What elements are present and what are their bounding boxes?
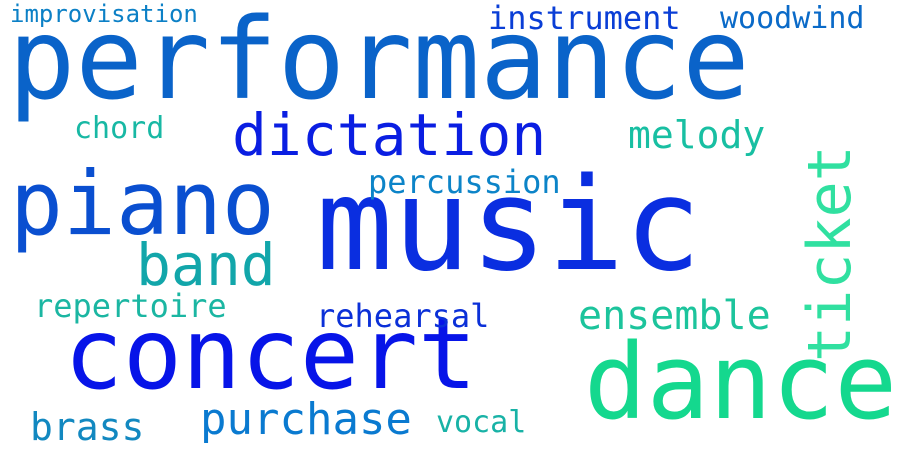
word-woodwind: woodwind bbox=[720, 1, 865, 36]
word-ticket: ticket bbox=[795, 145, 865, 362]
word-dance: dance bbox=[584, 321, 898, 443]
word-concert: concert bbox=[64, 298, 478, 412]
word-repertoire: repertoire bbox=[34, 287, 227, 325]
word-brass: brass bbox=[30, 405, 145, 449]
word-percussion: percussion bbox=[368, 163, 561, 201]
word-band: band bbox=[136, 231, 276, 299]
word-melody: melody bbox=[628, 113, 766, 157]
word-vocal: vocal bbox=[436, 405, 527, 440]
word-performance: performance bbox=[8, 0, 750, 125]
word-improvisation: improvisation bbox=[10, 0, 198, 28]
word-ensemble: ensemble bbox=[578, 293, 771, 339]
word-rehearsal: rehearsal bbox=[316, 297, 490, 335]
word-music: music bbox=[316, 151, 702, 300]
word-instrument: instrument bbox=[488, 0, 681, 37]
word-piano: piano bbox=[10, 152, 275, 255]
word-purchase: purchase bbox=[200, 394, 412, 445]
word-dictation: dictation bbox=[232, 101, 547, 169]
word-chord: chord bbox=[74, 111, 165, 146]
